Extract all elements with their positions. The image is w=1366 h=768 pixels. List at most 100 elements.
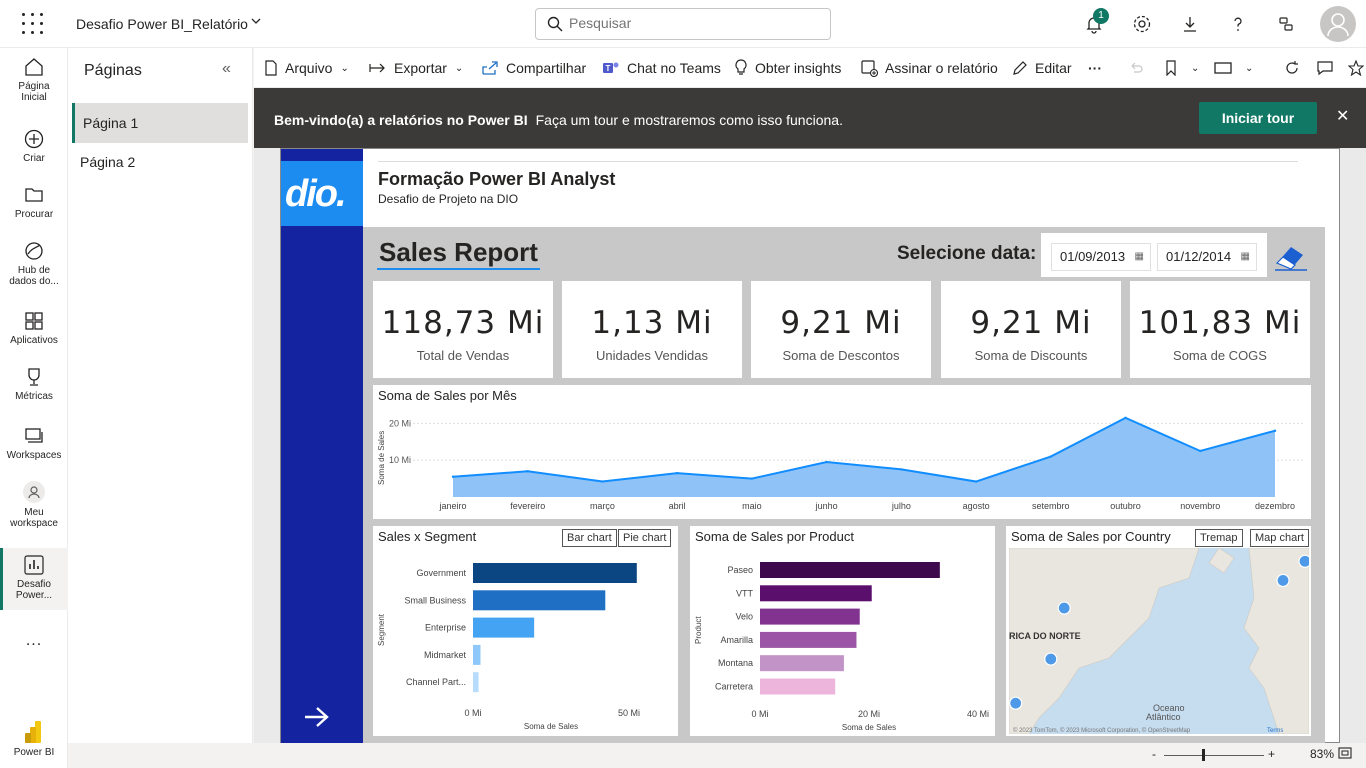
nav-more[interactable]: ... bbox=[25, 632, 43, 649]
map-land-americas bbox=[1009, 548, 1200, 734]
start-tour-button[interactable]: Iniciar tour bbox=[1199, 102, 1317, 134]
report-title: Formação Power BI Analyst bbox=[378, 169, 616, 189]
date-start-input[interactable]: 01/09/2013 ▦ bbox=[1051, 243, 1151, 271]
sales-by-segment-visual[interactable]: Sales x Segment Bar chart Pie chart Gove… bbox=[373, 526, 678, 736]
fit-page-icon[interactable] bbox=[1338, 747, 1352, 762]
chevron-down-icon[interactable] bbox=[250, 15, 262, 30]
share-button[interactable]: Compartilhar bbox=[481, 48, 586, 88]
zoom-out-button[interactable]: - bbox=[1152, 747, 1156, 761]
data-point bbox=[750, 477, 754, 480]
welcome-banner: Bem-vindo(a) a relatórios no Power BI Faç… bbox=[254, 88, 1366, 148]
gear-icon[interactable] bbox=[1130, 12, 1154, 36]
powerbi-icon bbox=[25, 721, 41, 743]
bar bbox=[760, 631, 857, 648]
kpi-label: Soma de Discounts bbox=[974, 348, 1088, 363]
map-chart-toggle[interactable]: Map chart bbox=[1250, 529, 1309, 547]
kpi-label: Unidades Vendidas bbox=[595, 348, 709, 363]
file-menu-button[interactable]: Arquivo ⌄ bbox=[264, 48, 349, 88]
calendar-icon[interactable]: ▦ bbox=[1240, 251, 1250, 262]
dio-logo-text: dio. bbox=[285, 173, 347, 215]
bar bbox=[760, 678, 836, 695]
help-icon[interactable] bbox=[1226, 12, 1250, 36]
pie-chart-toggle[interactable]: Pie chart bbox=[618, 529, 672, 547]
nav-my-workspace[interactable]: Meu workspace bbox=[0, 480, 68, 529]
export-menu-button[interactable]: Exportar ⌄ bbox=[369, 48, 463, 88]
app-launcher-icon[interactable] bbox=[22, 13, 44, 35]
calendar-icon[interactable]: ▦ bbox=[1134, 251, 1144, 262]
zoom-slider-track[interactable] bbox=[1164, 755, 1264, 756]
map-canvas[interactable]: RICA DO NORTE Oceano Atlântico © 2023 To… bbox=[1009, 548, 1309, 734]
nav-data-hub[interactable]: Hub de dados do... bbox=[0, 240, 68, 287]
search-box[interactable] bbox=[535, 8, 831, 40]
nav-current-report[interactable]: Desafio Power... bbox=[0, 548, 68, 610]
download-icon[interactable] bbox=[1178, 12, 1202, 36]
sales-by-month-visual[interactable]: Soma de Sales por Mês 10 Mi 20 Mi Soma de … bbox=[373, 385, 1311, 519]
data-point bbox=[974, 480, 978, 483]
kpi-card: 9,21 Mi Soma de Discounts bbox=[941, 281, 1121, 378]
sales-by-country-visual[interactable]: Soma de Sales por Country Tremap Map cha… bbox=[1006, 526, 1311, 736]
subscribe-label: Assinar o relatório bbox=[885, 60, 998, 76]
page-tab-1[interactable]: Página 1 bbox=[72, 103, 248, 143]
insights-button[interactable]: Obter insights bbox=[734, 48, 841, 88]
data-point bbox=[1124, 416, 1127, 420]
bar bbox=[760, 562, 940, 578]
avatar[interactable] bbox=[1320, 6, 1356, 42]
nav-apps[interactable]: Aplicativos bbox=[0, 310, 68, 346]
pages-title: Páginas bbox=[84, 62, 142, 79]
treemap-toggle[interactable]: Tremap bbox=[1195, 529, 1243, 547]
app-title[interactable]: Desafio Power BI_Relatório bbox=[76, 16, 248, 32]
chevron-down-icon: ⌄ bbox=[1191, 62, 1200, 74]
nav-metrics[interactable]: Métricas bbox=[0, 366, 68, 402]
trophy-icon bbox=[28, 368, 40, 386]
edit-button[interactable]: Editar bbox=[1012, 48, 1072, 88]
page-tab-2[interactable]: Página 2 bbox=[80, 154, 136, 170]
x-tick-label: outubro bbox=[1110, 501, 1141, 511]
zoom-in-button[interactable]: + bbox=[1268, 747, 1276, 761]
more-options-button[interactable]: ··· bbox=[1088, 60, 1102, 76]
date-end-input[interactable]: 01/12/2014 ▦ bbox=[1157, 243, 1257, 271]
x-tick-label: 0 Mi bbox=[464, 708, 481, 718]
favorite-star-icon[interactable] bbox=[1348, 48, 1366, 88]
collapse-pane-icon[interactable]: « bbox=[222, 60, 231, 77]
refresh-icon[interactable] bbox=[1284, 48, 1307, 88]
nav-create[interactable]: Criar bbox=[0, 128, 68, 164]
edit-label: Editar bbox=[1035, 60, 1072, 76]
powerbi-logo[interactable]: Power BI bbox=[0, 720, 68, 758]
bookmark-icon[interactable]: ⌄ bbox=[1164, 48, 1199, 88]
report-toolbar: Arquivo ⌄ Exportar ⌄ Compartilhar T Chat… bbox=[254, 48, 1366, 88]
category-label: Channel Part... bbox=[406, 677, 466, 687]
category-label: Carretera bbox=[715, 682, 753, 692]
map-terms-link[interactable]: Terms bbox=[1267, 728, 1283, 734]
undo-icon[interactable] bbox=[1128, 48, 1151, 88]
arrow-right-icon[interactable] bbox=[303, 704, 331, 736]
x-tick-label: julho bbox=[891, 501, 911, 511]
category-label: Velo bbox=[735, 612, 753, 622]
bar-chart-toggle[interactable]: Bar chart bbox=[562, 529, 617, 547]
x-axis-label: Soma de Sales bbox=[524, 722, 578, 731]
category-label: Government bbox=[416, 568, 466, 578]
nav-label: Criar bbox=[23, 153, 45, 164]
kpi-card: 101,83 Mi Soma de COGS bbox=[1130, 281, 1310, 378]
banner-heading: Bem-vindo(a) a relatórios no Power BI bbox=[274, 112, 528, 128]
comment-icon[interactable] bbox=[1316, 48, 1341, 88]
close-icon[interactable]: ✕ bbox=[1336, 108, 1350, 125]
nav-home[interactable]: Página Inicial bbox=[0, 56, 68, 103]
side-band: dio. bbox=[281, 149, 363, 744]
top-bar: Desafio Power BI_Relatório 1 bbox=[0, 0, 1366, 48]
view-icon[interactable]: ⌄ bbox=[1214, 48, 1253, 88]
pencil-icon bbox=[1013, 61, 1027, 75]
sales-by-product-visual[interactable]: Soma de Sales por Product Paseo VTT Velo Am… bbox=[690, 526, 995, 736]
category-label: Paseo bbox=[727, 565, 753, 575]
eraser-icon[interactable] bbox=[1273, 241, 1309, 276]
map-ocean-label-2: Atlântico bbox=[1146, 712, 1181, 722]
teams-chat-button[interactable]: T Chat no Teams bbox=[602, 48, 721, 88]
category-label: VTT bbox=[736, 588, 754, 598]
data-point bbox=[900, 468, 903, 471]
map-attribution: © 2023 TomTom, © 2023 Microsoft Corporat… bbox=[1013, 727, 1191, 734]
zoom-slider-thumb[interactable] bbox=[1202, 749, 1205, 761]
subscribe-button[interactable]: Assinar o relatório bbox=[860, 48, 998, 88]
share-feedback-icon[interactable] bbox=[1274, 12, 1298, 36]
search-input[interactable] bbox=[569, 15, 819, 31]
nav-workspaces[interactable]: Workspaces bbox=[0, 425, 68, 461]
nav-browse[interactable]: Procurar bbox=[0, 184, 68, 220]
